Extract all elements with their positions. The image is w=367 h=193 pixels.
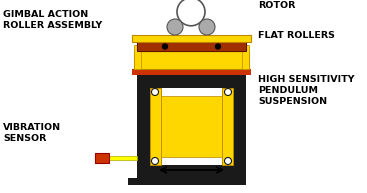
Circle shape	[177, 0, 205, 26]
Text: VIBRATION
SENSOR: VIBRATION SENSOR	[3, 123, 61, 143]
Bar	[95, 153, 109, 163]
Bar	[132, 69, 251, 75]
Bar	[108, 156, 137, 160]
Bar	[233, 88, 246, 178]
Bar	[137, 165, 246, 178]
Circle shape	[152, 89, 159, 96]
Bar	[242, 45, 249, 69]
Text: FLAT ROLLERS: FLAT ROLLERS	[258, 31, 335, 40]
Circle shape	[152, 157, 159, 164]
Circle shape	[215, 44, 221, 49]
Text: GIMBAL ACTION
ROLLER ASSEMBLY: GIMBAL ACTION ROLLER ASSEMBLY	[3, 10, 102, 30]
Circle shape	[199, 19, 215, 35]
Bar	[222, 88, 233, 165]
Bar	[128, 178, 246, 185]
Bar	[132, 35, 251, 42]
Circle shape	[163, 44, 167, 49]
Bar	[137, 42, 246, 51]
Circle shape	[225, 89, 232, 96]
Bar	[161, 96, 222, 157]
Bar	[150, 88, 161, 165]
Text: ROTOR: ROTOR	[258, 1, 295, 10]
Circle shape	[167, 19, 183, 35]
Bar	[134, 45, 141, 69]
Bar	[137, 75, 246, 88]
Text: HIGH SENSITIVITY
PENDULUM
SUSPENSION: HIGH SENSITIVITY PENDULUM SUSPENSION	[258, 75, 355, 106]
Bar	[134, 51, 249, 69]
Circle shape	[225, 157, 232, 164]
Bar	[137, 88, 150, 178]
